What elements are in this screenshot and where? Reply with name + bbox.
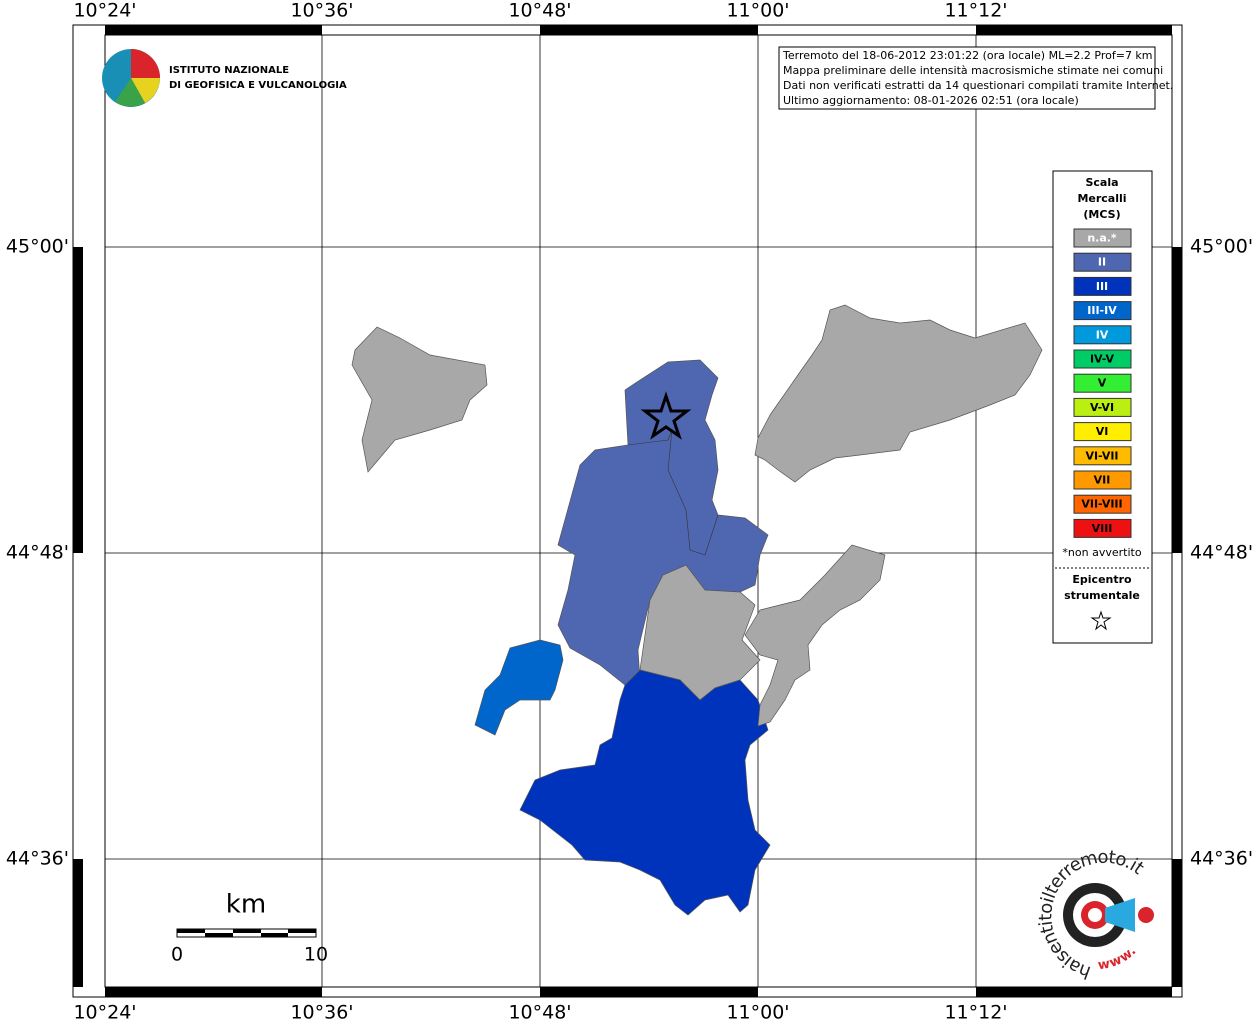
frame-bar: [976, 987, 1172, 997]
legend-label: n.a.*: [1087, 232, 1117, 245]
info-line: Ultimo aggiornamento: 08-01-2026 02:51 (…: [783, 94, 1079, 107]
ingv-logo: ISTITUTO NAZIONALE DI GEOFISICA E VULCAN…: [102, 49, 347, 107]
frame-bar: [105, 987, 322, 997]
lon-label: 11°12': [944, 1002, 1007, 1024]
legend-label: IV-V: [1090, 353, 1115, 366]
legend-swatch: [1073, 422, 1132, 442]
lon-label: 10°24': [73, 1002, 136, 1024]
frame-bar: [105, 25, 322, 35]
legend-label: IV: [1096, 328, 1109, 341]
legend-swatch: [1073, 470, 1132, 490]
legend-swatch: [1073, 301, 1132, 321]
legend-label: V-VI: [1090, 401, 1114, 414]
region: [351, 326, 488, 473]
legend-swatch: [1073, 276, 1132, 296]
lon-label: 10°36': [290, 0, 353, 22]
scale-unit: km: [226, 890, 266, 920]
frame-bars: [73, 25, 1182, 997]
lon-label: 10°36': [290, 1002, 353, 1024]
lat-label: 45°00': [6, 236, 69, 258]
frame-bar: [540, 25, 758, 35]
scale-bar: km 0 10: [171, 890, 328, 966]
legend-title: Scala: [1085, 176, 1118, 189]
legend-title: (MCS): [1083, 208, 1120, 221]
frame-bar: [1172, 859, 1182, 987]
legend-star: [1090, 610, 1112, 631]
legend-epicenter: strumentale: [1064, 589, 1140, 602]
legend-label: III-IV: [1087, 304, 1117, 317]
legend-note: *non avvertito: [1062, 546, 1141, 559]
lat-label: 44°48': [1190, 542, 1253, 564]
region: [474, 639, 564, 736]
inner-frame: [104, 34, 1173, 988]
info-line: Dati non verificati estratti da 14 quest…: [783, 79, 1173, 92]
axis-labels: 10°24' 10°24' 10°36' 10°36' 10°48' 10°48' 11°0…: [6, 0, 1253, 1024]
institute-line: DI GEOFISICA E VULCANOLOGIA: [169, 80, 347, 91]
legend-label: VII-VIII: [1081, 498, 1122, 511]
graticule: [105, 35, 1172, 987]
frame-bar: [73, 247, 83, 553]
frame-bar: [976, 25, 1172, 35]
lat-label: 44°36': [1190, 848, 1253, 870]
frame-bar: [540, 987, 758, 997]
border: [627, 429, 719, 556]
legend-swatch: [1073, 446, 1132, 466]
legend-label: V: [1098, 377, 1107, 390]
region: [744, 544, 886, 727]
epicenter-star: [640, 391, 692, 440]
lat-label: 45°00': [1190, 236, 1253, 258]
region: [754, 304, 1043, 483]
lon-label: 10°48': [508, 0, 571, 22]
legend-label: II: [1098, 256, 1106, 269]
lon-label: 11°00': [726, 1002, 789, 1024]
legend-epicenter: Epicentro: [1072, 573, 1132, 586]
legend-swatch: [1073, 349, 1132, 369]
legend-swatch: [1073, 325, 1132, 345]
info-box: [778, 46, 1156, 110]
info-line: Mappa preliminare delle intensità macros…: [783, 64, 1163, 77]
legend-swatch: [1073, 252, 1132, 272]
legend-swatch: [1073, 397, 1132, 417]
lat-label: 44°48': [6, 542, 69, 564]
legend-label: VIII: [1092, 522, 1113, 535]
scale-label: 0: [171, 944, 183, 966]
info-line: Terremoto del 18-06-2012 23:01:22 (ora l…: [782, 49, 1153, 62]
legend-title: Mercalli: [1077, 192, 1126, 205]
lon-label: 11°12': [944, 0, 1007, 22]
legend-label: VI-VII: [1085, 449, 1118, 462]
frame-bar: [73, 859, 83, 987]
region: [519, 669, 771, 916]
legend-label: III: [1096, 280, 1108, 293]
institute-line: ISTITUTO NAZIONALE: [169, 65, 289, 76]
frame-bar: [1172, 247, 1182, 553]
legend-swatch: [1073, 228, 1132, 248]
legend-label: VI: [1096, 425, 1109, 438]
lon-label: 11°00': [726, 0, 789, 22]
hst-logo: haisentitoilterremoto.it www.: [1035, 847, 1154, 983]
lon-label: 10°24': [73, 0, 136, 22]
legend-label: VII: [1094, 474, 1111, 487]
legend-swatch: [1073, 373, 1132, 393]
lat-label: 44°36': [6, 848, 69, 870]
lon-label: 10°48': [508, 1002, 571, 1024]
regions: [351, 304, 1043, 916]
legend-swatch: [1073, 518, 1132, 538]
legend-swatch: [1073, 494, 1132, 514]
scale-label: 10: [304, 944, 328, 966]
